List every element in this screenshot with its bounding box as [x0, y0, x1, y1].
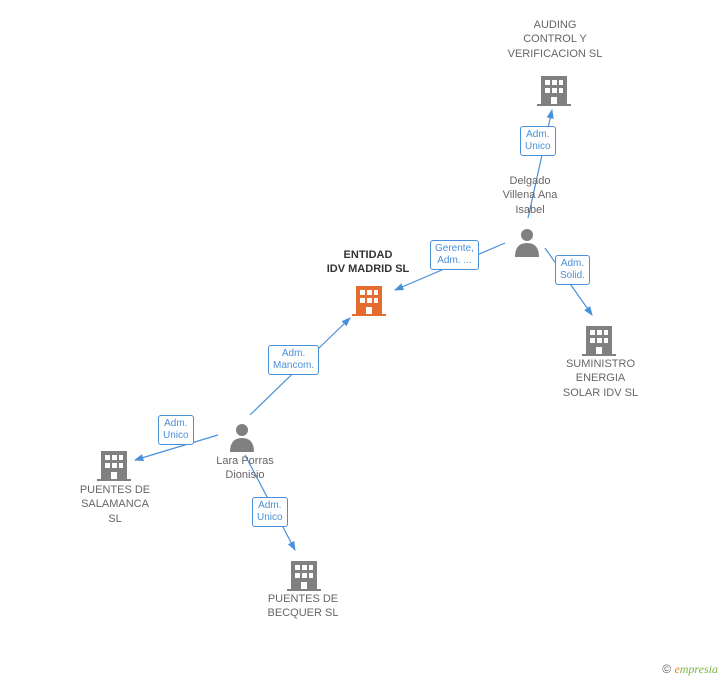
building-icon	[350, 280, 388, 323]
copyright-rest: mpresia	[680, 662, 718, 676]
edge-label: Adm.Mancom.	[268, 345, 319, 375]
node-label-auding: AUDINGCONTROL YVERIFICACION SL	[500, 18, 610, 61]
node-label-entidad: ENTIDADIDV MADRID SL	[308, 248, 428, 277]
edge-label: Adm.Unico	[252, 497, 288, 527]
building-icon	[535, 70, 573, 113]
node-label-becquer: PUENTES DEBECQUER SL	[258, 592, 348, 621]
building-icon	[95, 445, 133, 488]
copyright: © empresia	[662, 662, 718, 677]
edge-label: Gerente,Adm. ...	[430, 240, 479, 270]
person-icon	[510, 225, 544, 264]
node-label-lara: Lara PorrasDionisio	[200, 454, 290, 483]
copyright-symbol: ©	[662, 662, 671, 676]
edge-label: Adm.Unico	[520, 126, 556, 156]
edges-layer	[0, 0, 728, 685]
node-label-delgado: DelgadoVillena AnaIsabel	[490, 174, 570, 217]
edge-label: Adm.Unico	[158, 415, 194, 445]
node-label-salamanca: PUENTES DESALAMANCASL	[70, 483, 160, 526]
edge-label: Adm.Solid.	[555, 255, 590, 285]
node-label-suministro: SUMINISTROENERGIASOLAR IDV SL	[553, 357, 648, 400]
